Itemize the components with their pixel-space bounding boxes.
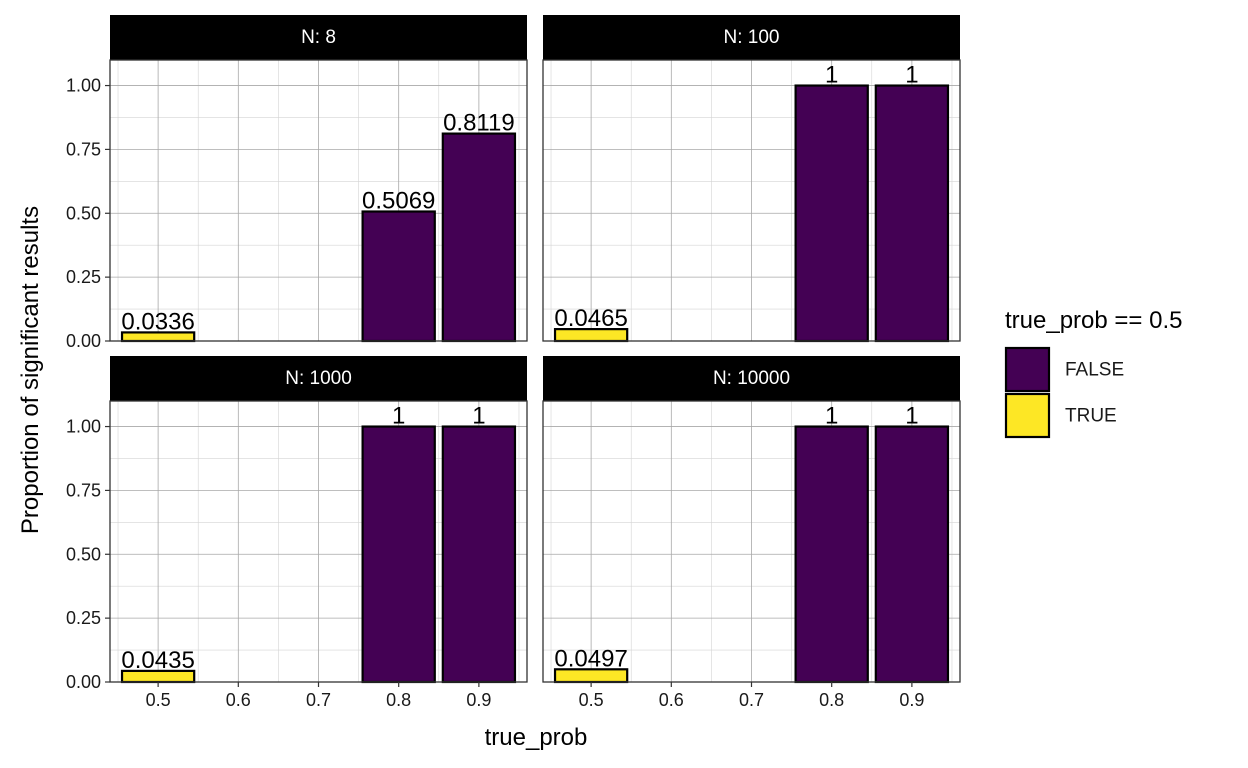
x-tick-label: 0.8	[386, 690, 411, 710]
bar-value-label: 1	[825, 403, 838, 430]
x-tick-label: 0.9	[899, 690, 924, 710]
bar-value-label: 0.0336	[121, 308, 194, 335]
x-tick-label: 0.6	[659, 690, 684, 710]
y-axis-ticks: 0.00 0.25 0.50 0.75 1.00 0.00 0.25 0.50 0.75 1.00	[66, 76, 110, 692]
bar-value-label: 1	[905, 403, 918, 430]
facet-strip	[543, 356, 960, 401]
panel-border	[109, 59, 528, 342]
x-tick-label: 0.7	[306, 690, 331, 710]
facet-strip	[110, 356, 527, 401]
x-tick-label: 0.7	[739, 690, 764, 710]
bar-value-label: 0.8119	[443, 110, 515, 137]
legend: true_prob == 0.5 FALSE TRUE	[1004, 307, 1182, 439]
bar-value-label: 1	[472, 403, 485, 430]
legend-label: TRUE	[1065, 406, 1117, 427]
y-tick-label: 0.00	[66, 331, 101, 351]
facet-panel: N: 8 0.0336 0.5069 0.8119	[109, 15, 528, 343]
facet-strip-label: N: 10000	[713, 368, 790, 389]
legend-title: true_prob == 0.5	[1005, 307, 1182, 334]
x-tick-label: 0.5	[579, 690, 604, 710]
x-axis-ticks: 0.5 0.6 0.7 0.8 0.9 0.5 0.6 0.7 0.8 0.9	[146, 682, 924, 710]
y-tick-label: 0.50	[66, 203, 101, 223]
facet-strip-label: N: 1000	[285, 368, 352, 389]
panel-border	[542, 59, 961, 342]
y-tick-label: 0.25	[66, 267, 101, 287]
y-tick-label: 1.00	[66, 76, 101, 96]
facet-strip	[110, 15, 527, 60]
facet-panel: N: 100 0.0465 1 1	[542, 15, 961, 343]
x-axis-title: true_prob	[485, 724, 588, 751]
facet-strip-label: N: 8	[301, 27, 336, 48]
bar-value-label: 0.5069	[362, 188, 435, 215]
legend-label: FALSE	[1065, 360, 1124, 381]
y-tick-label: 0.75	[66, 480, 101, 500]
y-tick-label: 0.25	[66, 608, 101, 628]
y-tick-label: 1.00	[66, 417, 101, 437]
bar-value-label: 1	[392, 403, 405, 430]
y-axis-title: Proportion of significant results	[17, 206, 44, 534]
bar-value-label: 0.0497	[554, 645, 627, 672]
bar-value-label: 0.0435	[121, 647, 194, 674]
y-tick-label: 0.00	[66, 672, 101, 692]
bar-value-label: 1	[825, 62, 838, 89]
facet-strip-label: N: 100	[724, 27, 780, 48]
bar-value-label: 1	[905, 62, 918, 89]
x-tick-label: 0.9	[466, 690, 491, 710]
bar	[441, 425, 517, 684]
bar-value-label: 0.0465	[554, 305, 627, 332]
x-tick-label: 0.5	[146, 690, 171, 710]
x-tick-label: 0.8	[819, 690, 844, 710]
bar	[794, 425, 869, 684]
bar	[361, 210, 436, 343]
bar	[441, 132, 517, 343]
y-tick-label: 0.75	[66, 139, 101, 159]
bar	[874, 425, 950, 684]
y-tick-label: 0.50	[66, 544, 101, 564]
facet-strip	[543, 15, 960, 60]
legend-key	[1004, 346, 1051, 393]
bar	[794, 84, 869, 343]
legend-key	[1004, 392, 1051, 439]
facet-panel: N: 1000 0.0435 1 1	[109, 356, 528, 684]
bar	[361, 425, 436, 684]
bar	[874, 84, 950, 343]
x-tick-label: 0.6	[226, 690, 251, 710]
